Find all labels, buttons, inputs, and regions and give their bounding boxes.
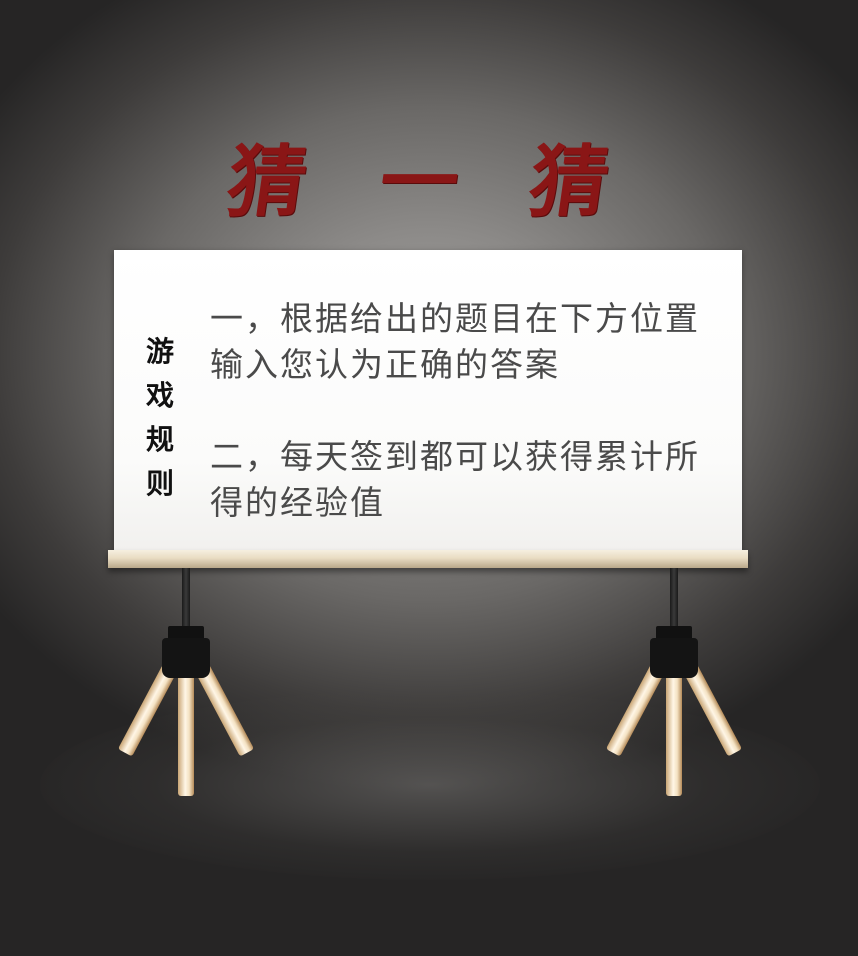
game-title: 猜 一 猜	[0, 128, 858, 238]
stand-leg	[117, 664, 178, 757]
rules-board	[114, 250, 742, 552]
stand-leg	[178, 668, 194, 796]
rules-side-label: 游 戏 规 则	[140, 330, 180, 506]
stand-leg	[194, 664, 255, 757]
stand-leg	[605, 664, 666, 757]
title-char: 猜	[523, 137, 615, 228]
stand-clamp	[656, 626, 692, 640]
side-label-char: 规	[145, 423, 174, 456]
floor-glow	[40, 690, 820, 880]
side-label-char: 则	[145, 467, 174, 500]
side-label-char: 游	[145, 335, 174, 368]
stand-leg	[666, 668, 682, 796]
stand-head	[650, 638, 698, 678]
title-char: 一	[373, 137, 465, 228]
stand-pole	[182, 568, 190, 634]
title-char: 猜	[221, 137, 313, 228]
board-shelf	[108, 550, 748, 568]
easel-stand-right	[604, 568, 744, 798]
rule-text-1: 一，根据给出的题目在下方位置输入您认为正确的答案	[210, 299, 700, 384]
stand-pole	[670, 568, 678, 634]
easel-stand-left	[116, 568, 256, 798]
side-label-char: 戏	[145, 379, 174, 412]
rule-text-2: 二，每天签到都可以获得累计所得的经验值	[210, 437, 700, 522]
stand-head	[162, 638, 210, 678]
stand-leg	[682, 664, 743, 757]
stand-clamp	[168, 626, 204, 640]
